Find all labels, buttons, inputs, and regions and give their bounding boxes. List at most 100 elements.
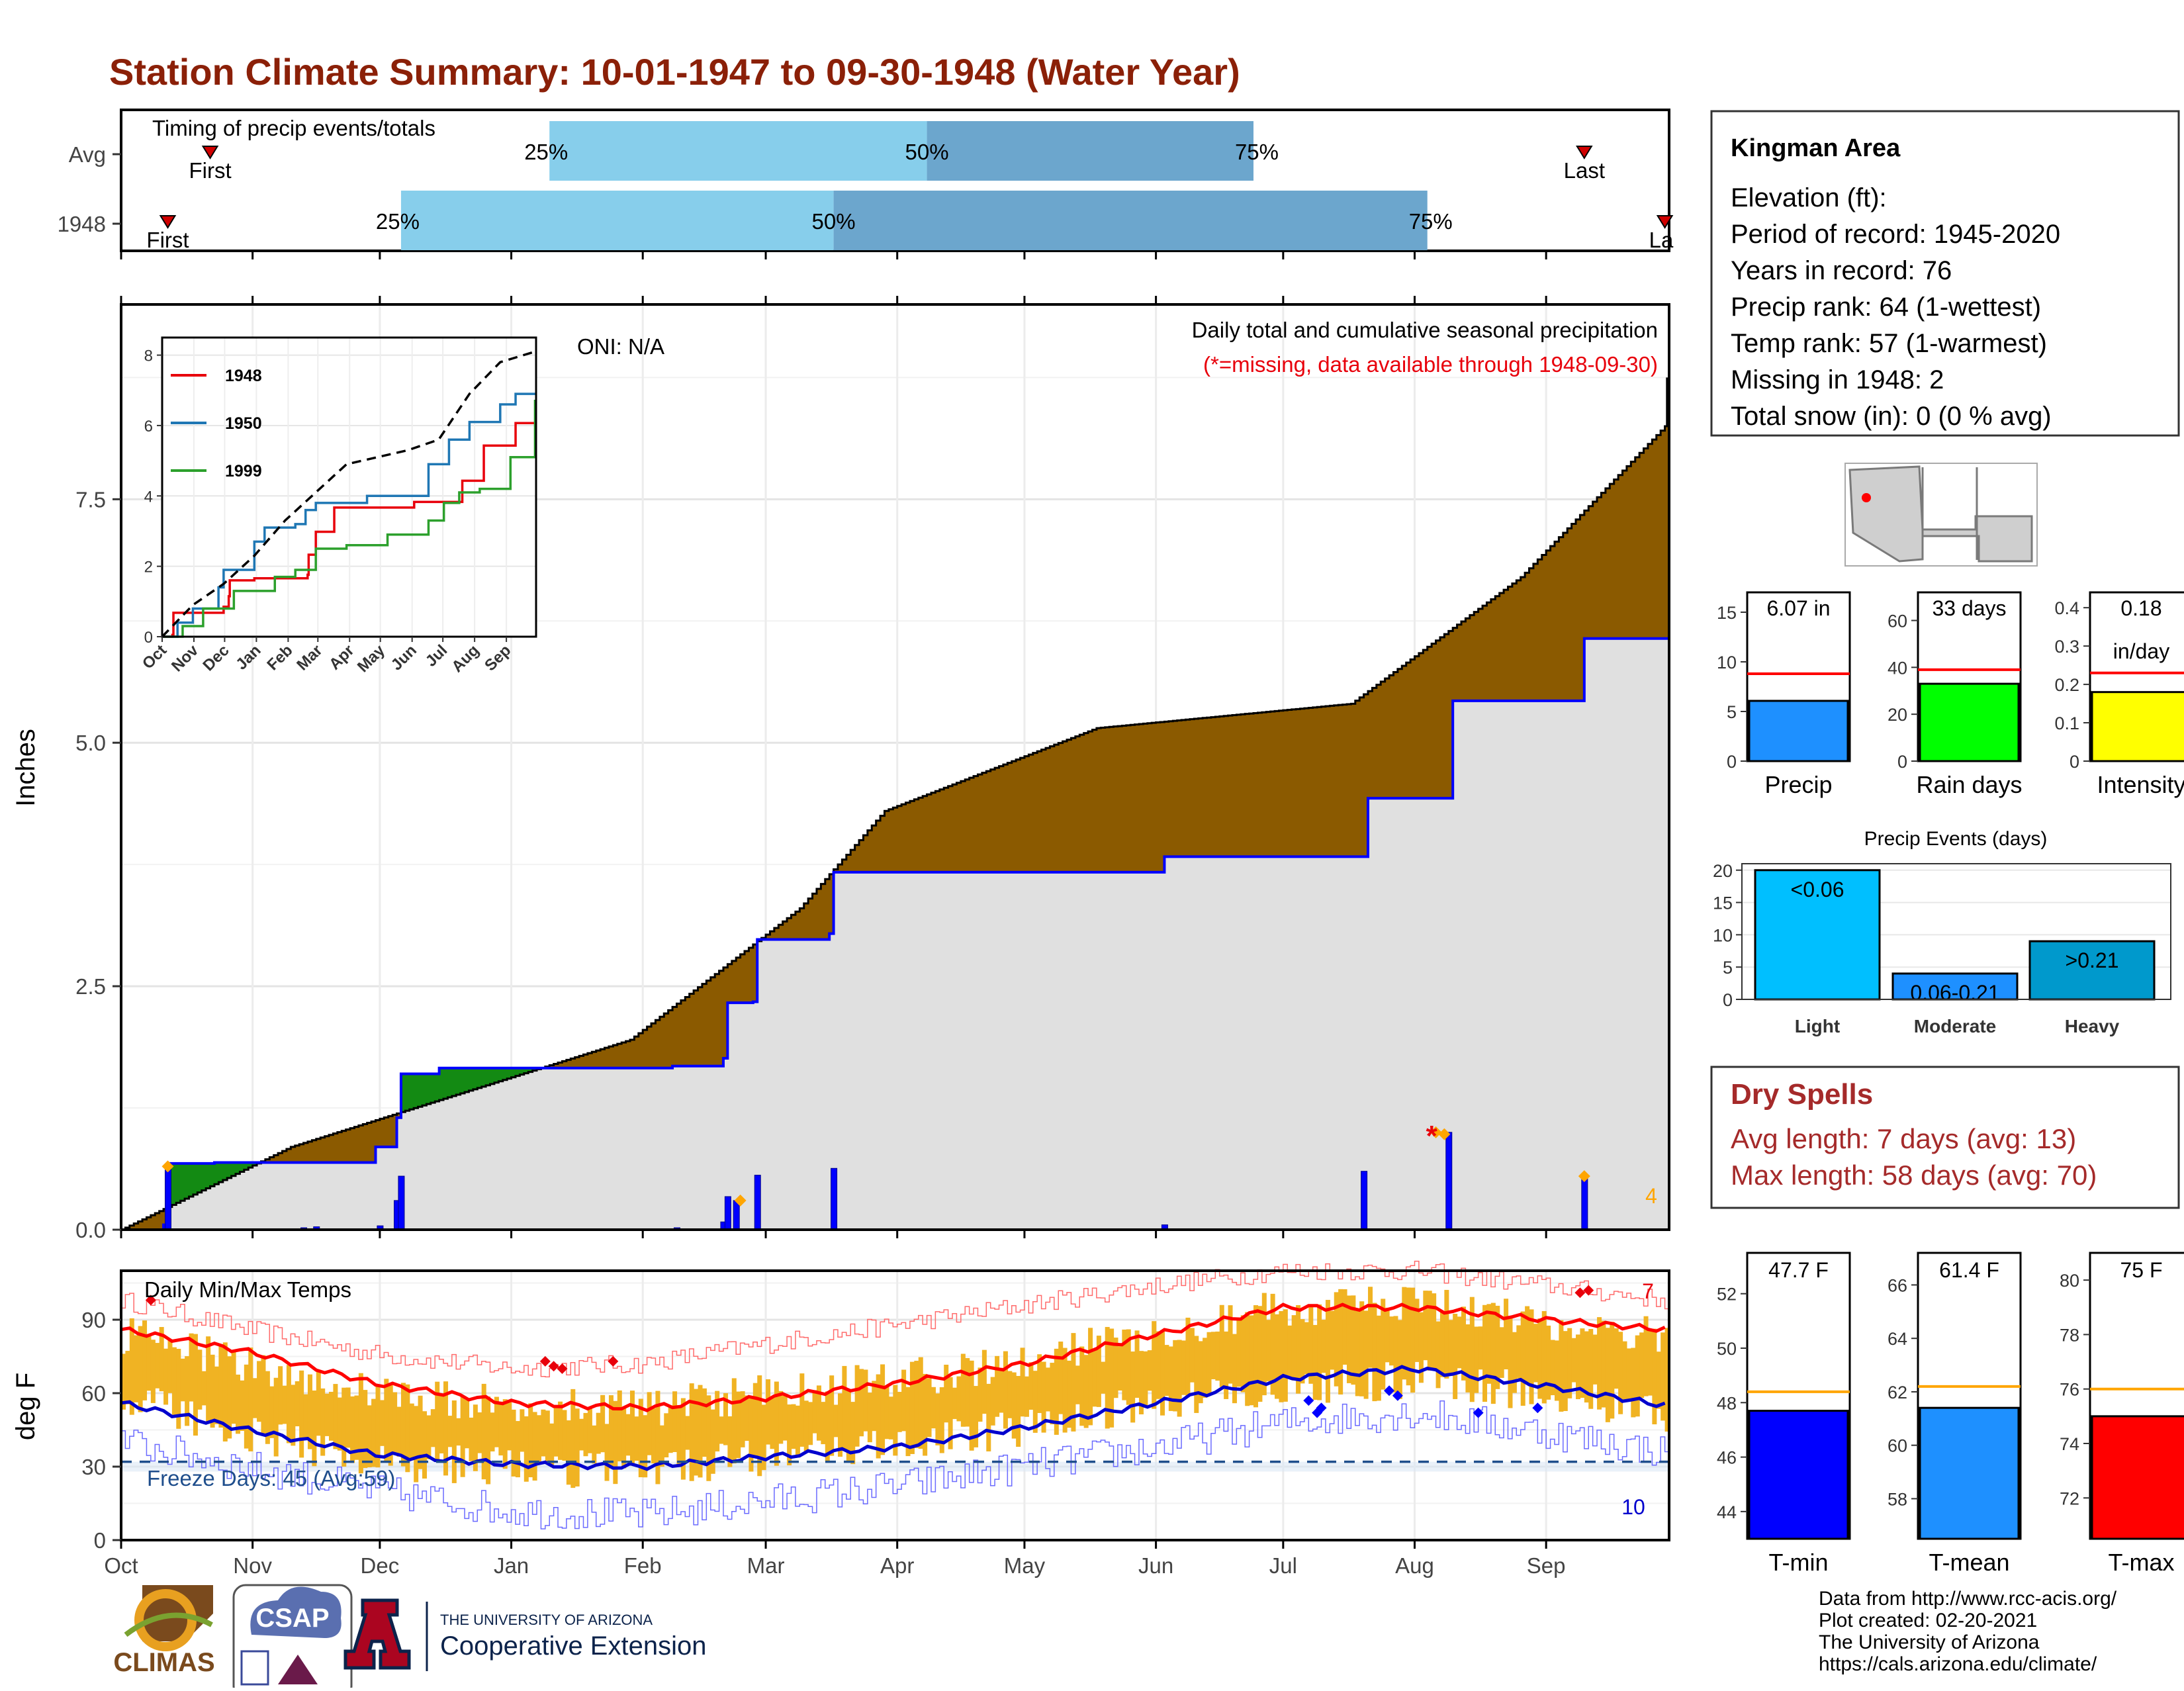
daily-temp-bar: [1423, 1291, 1428, 1361]
record-high-marker: [557, 1363, 568, 1374]
first-event-marker: [201, 146, 219, 160]
temp-summary-tick-label: 64: [1888, 1329, 1907, 1349]
daily-temp-bar: [617, 1390, 622, 1462]
daily-temp-bar: [812, 1390, 817, 1434]
daily-temp-bar: [240, 1380, 245, 1431]
daily-temp-bar: [600, 1394, 606, 1453]
daily-temp-bar: [745, 1395, 750, 1441]
daily-temp-bar: [863, 1369, 868, 1432]
daily-temp-bar: [1571, 1338, 1576, 1383]
daily-temp-bar: [1351, 1295, 1356, 1385]
daily-temp-bar: [592, 1425, 597, 1464]
daily-temp-bar: [1203, 1338, 1208, 1398]
daily-temp-bar: [426, 1415, 432, 1459]
daily-temp-bar: [638, 1398, 643, 1478]
daily-temp-bar: [1317, 1304, 1322, 1400]
precip-event-marker: [1578, 1170, 1590, 1183]
daily-temp-bar: [210, 1354, 215, 1428]
summary-bar-tick-label: 10: [1717, 653, 1737, 672]
daily-temp-bar: [1308, 1304, 1314, 1384]
daily-temp-bar: [520, 1409, 525, 1452]
daily-temp-bar: [974, 1386, 979, 1447]
ua-logo-bottom-text: Cooperative Extension: [440, 1631, 706, 1661]
daily-temp-bar: [1435, 1321, 1441, 1389]
daily-temp-bar: [155, 1343, 160, 1389]
daily-temp-bar: [1283, 1309, 1288, 1402]
daily-temp-bar: [1622, 1341, 1627, 1402]
record-low-marker: [1303, 1395, 1314, 1406]
daily-temp-bar: [473, 1404, 478, 1471]
daily-temp-bar: [1113, 1338, 1118, 1398]
daily-temp-bar: [163, 1348, 169, 1405]
precip-y-tick-label: 2.5: [75, 974, 106, 999]
daily-precip-bar: [733, 1200, 740, 1230]
daily-temp-bar: [1152, 1321, 1157, 1409]
inset-y-tick-label: 4: [144, 488, 153, 506]
daily-temp-bar: [545, 1410, 550, 1464]
daily-temp-bar: [1605, 1328, 1610, 1422]
station-info-line: Missing in 1948: 2: [1731, 365, 1944, 394]
daily-temp-bar: [324, 1393, 330, 1436]
daily-temp-bar: [604, 1424, 610, 1481]
daily-temp-bar: [566, 1420, 571, 1485]
daily-temp-bar: [1185, 1317, 1191, 1396]
daily-temp-bar: [1236, 1318, 1242, 1387]
daily-temp-bar: [1656, 1351, 1661, 1409]
event-bar-value: >0.21: [2066, 948, 2119, 972]
daily-temp-bar: [1088, 1328, 1093, 1426]
daily-temp-bar: [1647, 1329, 1653, 1396]
summary-bar-precip: [1748, 700, 1849, 762]
daily-temp-bar: [1385, 1307, 1390, 1363]
station-name: Kingman Area: [1731, 134, 1901, 162]
summary-bar-tick-label: 0.1: [2054, 713, 2079, 733]
daily-temp-bar: [1071, 1333, 1076, 1432]
daily-temp-bar: [1275, 1314, 1280, 1399]
daily-temp-bar: [1092, 1348, 1097, 1407]
temp-summary-tick-label: 50: [1717, 1339, 1737, 1359]
daily-temp-bar: [523, 1416, 529, 1482]
daily-temp-bar: [1126, 1329, 1131, 1405]
daily-temp-bar: [1469, 1297, 1475, 1402]
inset-legend-label: 1950: [225, 414, 262, 433]
daily-temp-bar: [1567, 1328, 1572, 1398]
daily-temp-bar: [1504, 1299, 1509, 1369]
daily-temp-bar: [1661, 1332, 1666, 1421]
daily-temp-bar: [1626, 1348, 1631, 1401]
daily-temp-bar: [1045, 1367, 1050, 1412]
record-high-marker: [539, 1355, 551, 1367]
daily-temp-bar: [1363, 1310, 1369, 1399]
daily-temp-bar: [443, 1381, 449, 1476]
daily-temp-bar: [1245, 1312, 1250, 1406]
daily-temp-bar: [981, 1349, 987, 1414]
daily-temp-bar: [829, 1375, 835, 1456]
daily-temp-bar: [842, 1365, 847, 1451]
temp-summary-tick-label: 76: [2060, 1380, 2079, 1400]
daily-temp-bar: [1389, 1316, 1394, 1366]
daily-temp-bar: [363, 1390, 368, 1469]
daily-temp-bar: [121, 1353, 126, 1410]
daily-temp-bar: [465, 1399, 470, 1449]
daily-temp-bar: [672, 1391, 678, 1453]
daily-temp-bar: [1291, 1315, 1297, 1381]
daily-temp-bar: [655, 1391, 660, 1485]
precip-deficit-area: [125, 426, 1670, 1230]
last-event-label: Last: [1564, 158, 1605, 183]
inset-series-1999: [162, 399, 537, 638]
events-tick-label: 10: [1713, 925, 1733, 945]
daily-temp-bar: [278, 1366, 283, 1425]
daily-temp-bar: [222, 1342, 228, 1442]
daily-temp-bar: [1270, 1293, 1275, 1395]
daily-temp-bar: [1117, 1346, 1122, 1391]
daily-temp-bar: [1101, 1361, 1106, 1394]
daily-temp-bar: [1559, 1320, 1564, 1412]
daily-temp-bar: [1304, 1322, 1309, 1375]
daily-temp-bar: [736, 1391, 741, 1459]
daily-temp-bar: [1050, 1363, 1055, 1425]
precip-event-marker: [161, 1160, 174, 1173]
daily-temp-bar: [629, 1391, 635, 1465]
inset-y-tick-label: 0: [144, 629, 153, 647]
daily-temp-bar: [333, 1384, 338, 1449]
locator-map-states: [1848, 465, 2033, 563]
daily-temp-bar: [1461, 1306, 1467, 1381]
footer-line: Data from http://www.rcc-acis.org/: [1819, 1588, 2117, 1610]
